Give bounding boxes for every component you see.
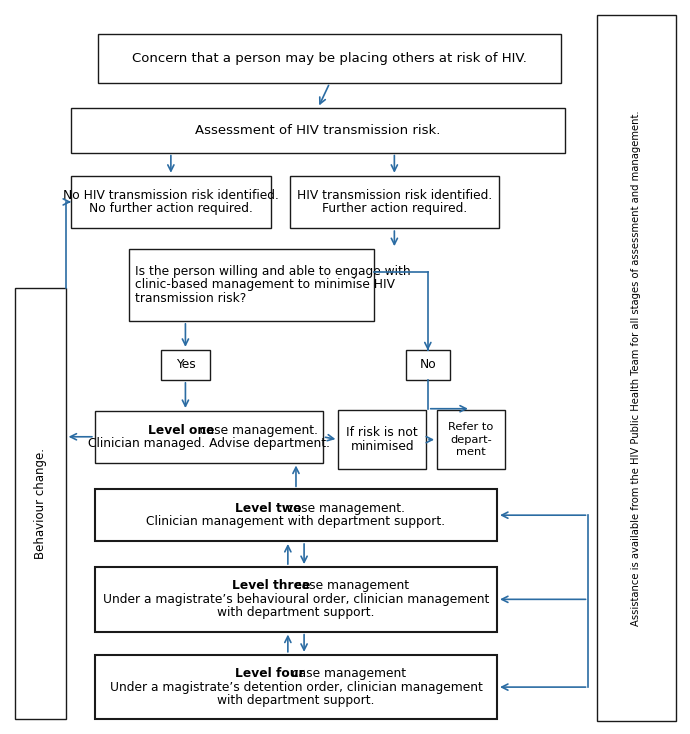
Text: Concern that a person may be placing others at risk of HIV.: Concern that a person may be placing oth…: [132, 52, 527, 65]
Text: depart-: depart-: [450, 435, 492, 445]
Text: case management: case management: [291, 579, 409, 592]
Text: clinic-based management to minimise HIV: clinic-based management to minimise HIV: [135, 278, 395, 291]
FancyBboxPatch shape: [437, 410, 504, 469]
Text: HIV transmission risk identified.: HIV transmission risk identified.: [297, 189, 492, 202]
Text: case management: case management: [288, 667, 406, 680]
FancyBboxPatch shape: [597, 15, 676, 721]
FancyBboxPatch shape: [15, 288, 66, 719]
FancyBboxPatch shape: [71, 175, 270, 228]
Text: Level four: Level four: [235, 667, 304, 680]
Text: with department support.: with department support.: [217, 694, 375, 707]
FancyBboxPatch shape: [406, 349, 450, 380]
FancyBboxPatch shape: [95, 411, 323, 462]
FancyBboxPatch shape: [338, 410, 426, 469]
Text: Further action required.: Further action required.: [322, 202, 467, 215]
Text: Is the person willing and able to engage with: Is the person willing and able to engage…: [135, 265, 411, 278]
FancyBboxPatch shape: [95, 567, 497, 632]
Text: Clinician managed. Advise department.: Clinician managed. Advise department.: [88, 437, 330, 450]
FancyBboxPatch shape: [98, 34, 562, 83]
Text: Assistance is available from the HIV Public Health Team for all stages of assess: Assistance is available from the HIV Pub…: [631, 110, 642, 625]
Text: Under a magistrate’s detention order, clinician management: Under a magistrate’s detention order, cl…: [110, 680, 482, 694]
Text: No: No: [420, 358, 436, 371]
Text: Level two: Level two: [235, 502, 302, 515]
Text: If risk is not: If risk is not: [346, 426, 418, 440]
Text: Yes: Yes: [175, 358, 195, 371]
Text: with department support.: with department support.: [217, 606, 375, 619]
Text: Level three: Level three: [232, 579, 310, 592]
Text: Level one: Level one: [148, 424, 215, 437]
Text: Clinician management with department support.: Clinician management with department sup…: [146, 515, 446, 528]
Text: transmission risk?: transmission risk?: [135, 292, 246, 305]
FancyBboxPatch shape: [95, 655, 497, 719]
Text: Under a magistrate’s behavioural order, clinician management: Under a magistrate’s behavioural order, …: [103, 593, 489, 606]
Text: minimised: minimised: [351, 440, 414, 453]
Text: ment: ment: [456, 447, 486, 457]
Text: Behaviour change.: Behaviour change.: [34, 448, 47, 559]
Text: case management.: case management.: [284, 502, 406, 515]
Text: Assessment of HIV transmission risk.: Assessment of HIV transmission risk.: [195, 124, 441, 137]
FancyBboxPatch shape: [128, 249, 374, 321]
Text: Refer to: Refer to: [448, 422, 493, 432]
FancyBboxPatch shape: [290, 175, 499, 228]
FancyBboxPatch shape: [95, 490, 497, 541]
FancyBboxPatch shape: [161, 349, 210, 380]
Text: No further action required.: No further action required.: [89, 202, 253, 215]
Text: case management.: case management.: [196, 424, 318, 437]
Text: No HIV transmission risk identified.: No HIV transmission risk identified.: [63, 189, 279, 202]
FancyBboxPatch shape: [71, 108, 564, 153]
